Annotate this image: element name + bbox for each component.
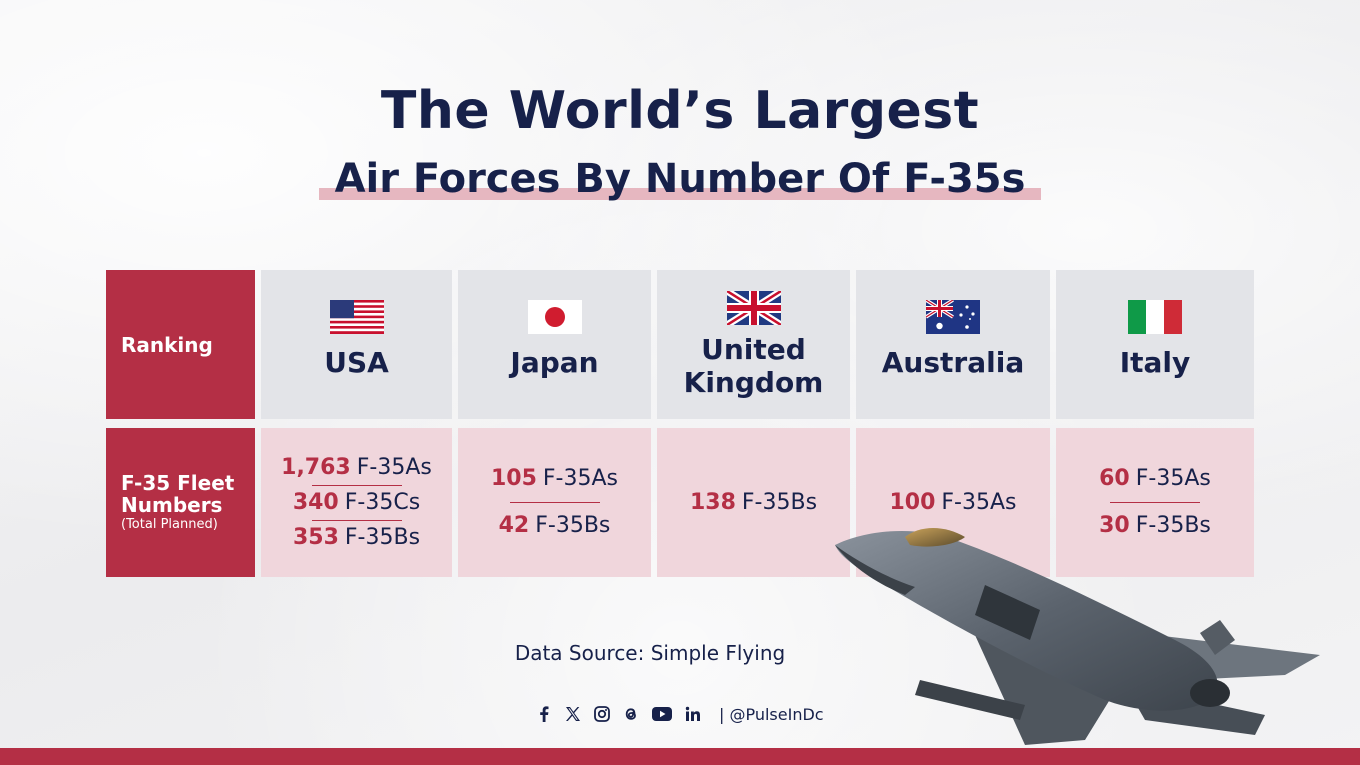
- australia-flag-icon: [926, 300, 980, 334]
- fleet-variant: F-35As: [356, 454, 432, 480]
- japan-flag-icon: [527, 300, 582, 334]
- header-cell-italy: Italy: [1056, 270, 1254, 419]
- fleet-count: 1,763: [281, 454, 351, 480]
- fleet-count: 340: [292, 489, 339, 515]
- title-block: The World’s Largest Air Forces By Number…: [0, 80, 1360, 204]
- x-icon[interactable]: [564, 705, 582, 723]
- fleet-entry: 138 F-35Bs: [690, 488, 817, 518]
- country-name-australia: Australia: [881, 346, 1025, 379]
- entry-divider: [311, 484, 402, 486]
- country-name-line: United: [701, 333, 806, 366]
- fleet-count: 105: [490, 466, 537, 491]
- fleet-entry: 105 F-35As: [491, 464, 618, 494]
- fleet-count: 60: [1099, 466, 1130, 491]
- ranking-label-cell: Ranking: [106, 270, 255, 419]
- fleet-entry: 60 F-35As: [1099, 464, 1211, 494]
- social-handle: | @PulseInDc: [719, 704, 824, 724]
- fleet-variant: F-35Bs: [741, 489, 818, 515]
- subtitle-highlight: Air Forces By Number Of F-35s: [318, 154, 1042, 204]
- fleet-count: 138: [689, 489, 736, 515]
- country-name-italy: Italy: [1119, 346, 1191, 379]
- fleet-entry: 42 F-35Bs: [499, 511, 611, 541]
- fleet-label-cell: F-35 Fleet Numbers (Total Planned): [106, 428, 255, 577]
- fleet-count: 30: [1099, 513, 1130, 538]
- fleet-entry: 340 F-35Cs: [293, 488, 420, 518]
- fleet-variant: F-35Bs: [344, 524, 421, 550]
- header-cell-uk: United Kingdom: [657, 270, 850, 419]
- page-title: The World’s Largest: [380, 81, 980, 141]
- header-cell-japan: Japan: [458, 270, 651, 419]
- us-flag-icon: [329, 300, 384, 334]
- data-cell-japan: 105 F-35As 42 F-35Bs: [458, 428, 651, 577]
- youtube-icon[interactable]: [651, 705, 673, 723]
- entry-divider: [311, 519, 402, 521]
- threads-icon[interactable]: [622, 705, 640, 723]
- social-bar: | @PulseInDc: [535, 703, 824, 725]
- fleet-entry: 1,763 F-35As: [281, 453, 432, 483]
- country-name-line: Kingdom: [683, 366, 824, 399]
- f35-jet-image: [835, 528, 1320, 745]
- data-source: Data Source: Simple Flying: [514, 641, 786, 665]
- fleet-variant: F-35Bs: [1135, 513, 1211, 538]
- fleet-count: 42: [498, 513, 530, 538]
- fleet-variant: F-35As: [542, 466, 619, 491]
- header-cell-usa: USA: [261, 270, 452, 419]
- data-cell-italy: 60 F-35As 30 F-35Bs: [1056, 428, 1254, 577]
- fleet-entry: 30 F-35Bs: [1099, 511, 1211, 541]
- fleet-label: F-35 Fleet Numbers: [121, 470, 235, 517]
- fleet-variant: F-35As: [941, 489, 1017, 515]
- italy-flag-icon: [1128, 300, 1182, 334]
- entry-divider: [1110, 502, 1200, 503]
- fleet-count: 353: [292, 524, 339, 550]
- header-cell-australia: Australia: [856, 270, 1050, 419]
- fleet-variant: F-35Bs: [535, 513, 611, 538]
- entry-divider: [509, 502, 600, 503]
- fleet-variant: F-35As: [1135, 466, 1211, 491]
- country-name-usa: USA: [324, 346, 389, 379]
- fleet-entry: 100 F-35As: [889, 488, 1016, 518]
- country-name-japan: Japan: [510, 346, 599, 379]
- facebook-icon[interactable]: [535, 705, 553, 723]
- bottom-accent-bar: [0, 748, 1360, 765]
- ranking-label: Ranking: [121, 332, 213, 357]
- fleet-count: 100: [889, 489, 936, 515]
- fleet-entry: 353 F-35Bs: [293, 523, 420, 553]
- fleet-sublabel: (Total Planned): [121, 516, 218, 532]
- country-name-uk: United Kingdom: [684, 333, 824, 399]
- page-subtitle: Air Forces By Number Of F-35s: [334, 156, 1026, 202]
- data-cell-usa: 1,763 F-35As 340 F-35Cs 353 F-35Bs: [261, 428, 452, 577]
- uk-flag-icon: [726, 291, 781, 325]
- fleet-variant: F-35Cs: [344, 489, 421, 515]
- instagram-icon[interactable]: [593, 705, 611, 723]
- linkedin-icon[interactable]: [684, 705, 702, 723]
- data-cell-uk: 138 F-35Bs: [657, 428, 850, 577]
